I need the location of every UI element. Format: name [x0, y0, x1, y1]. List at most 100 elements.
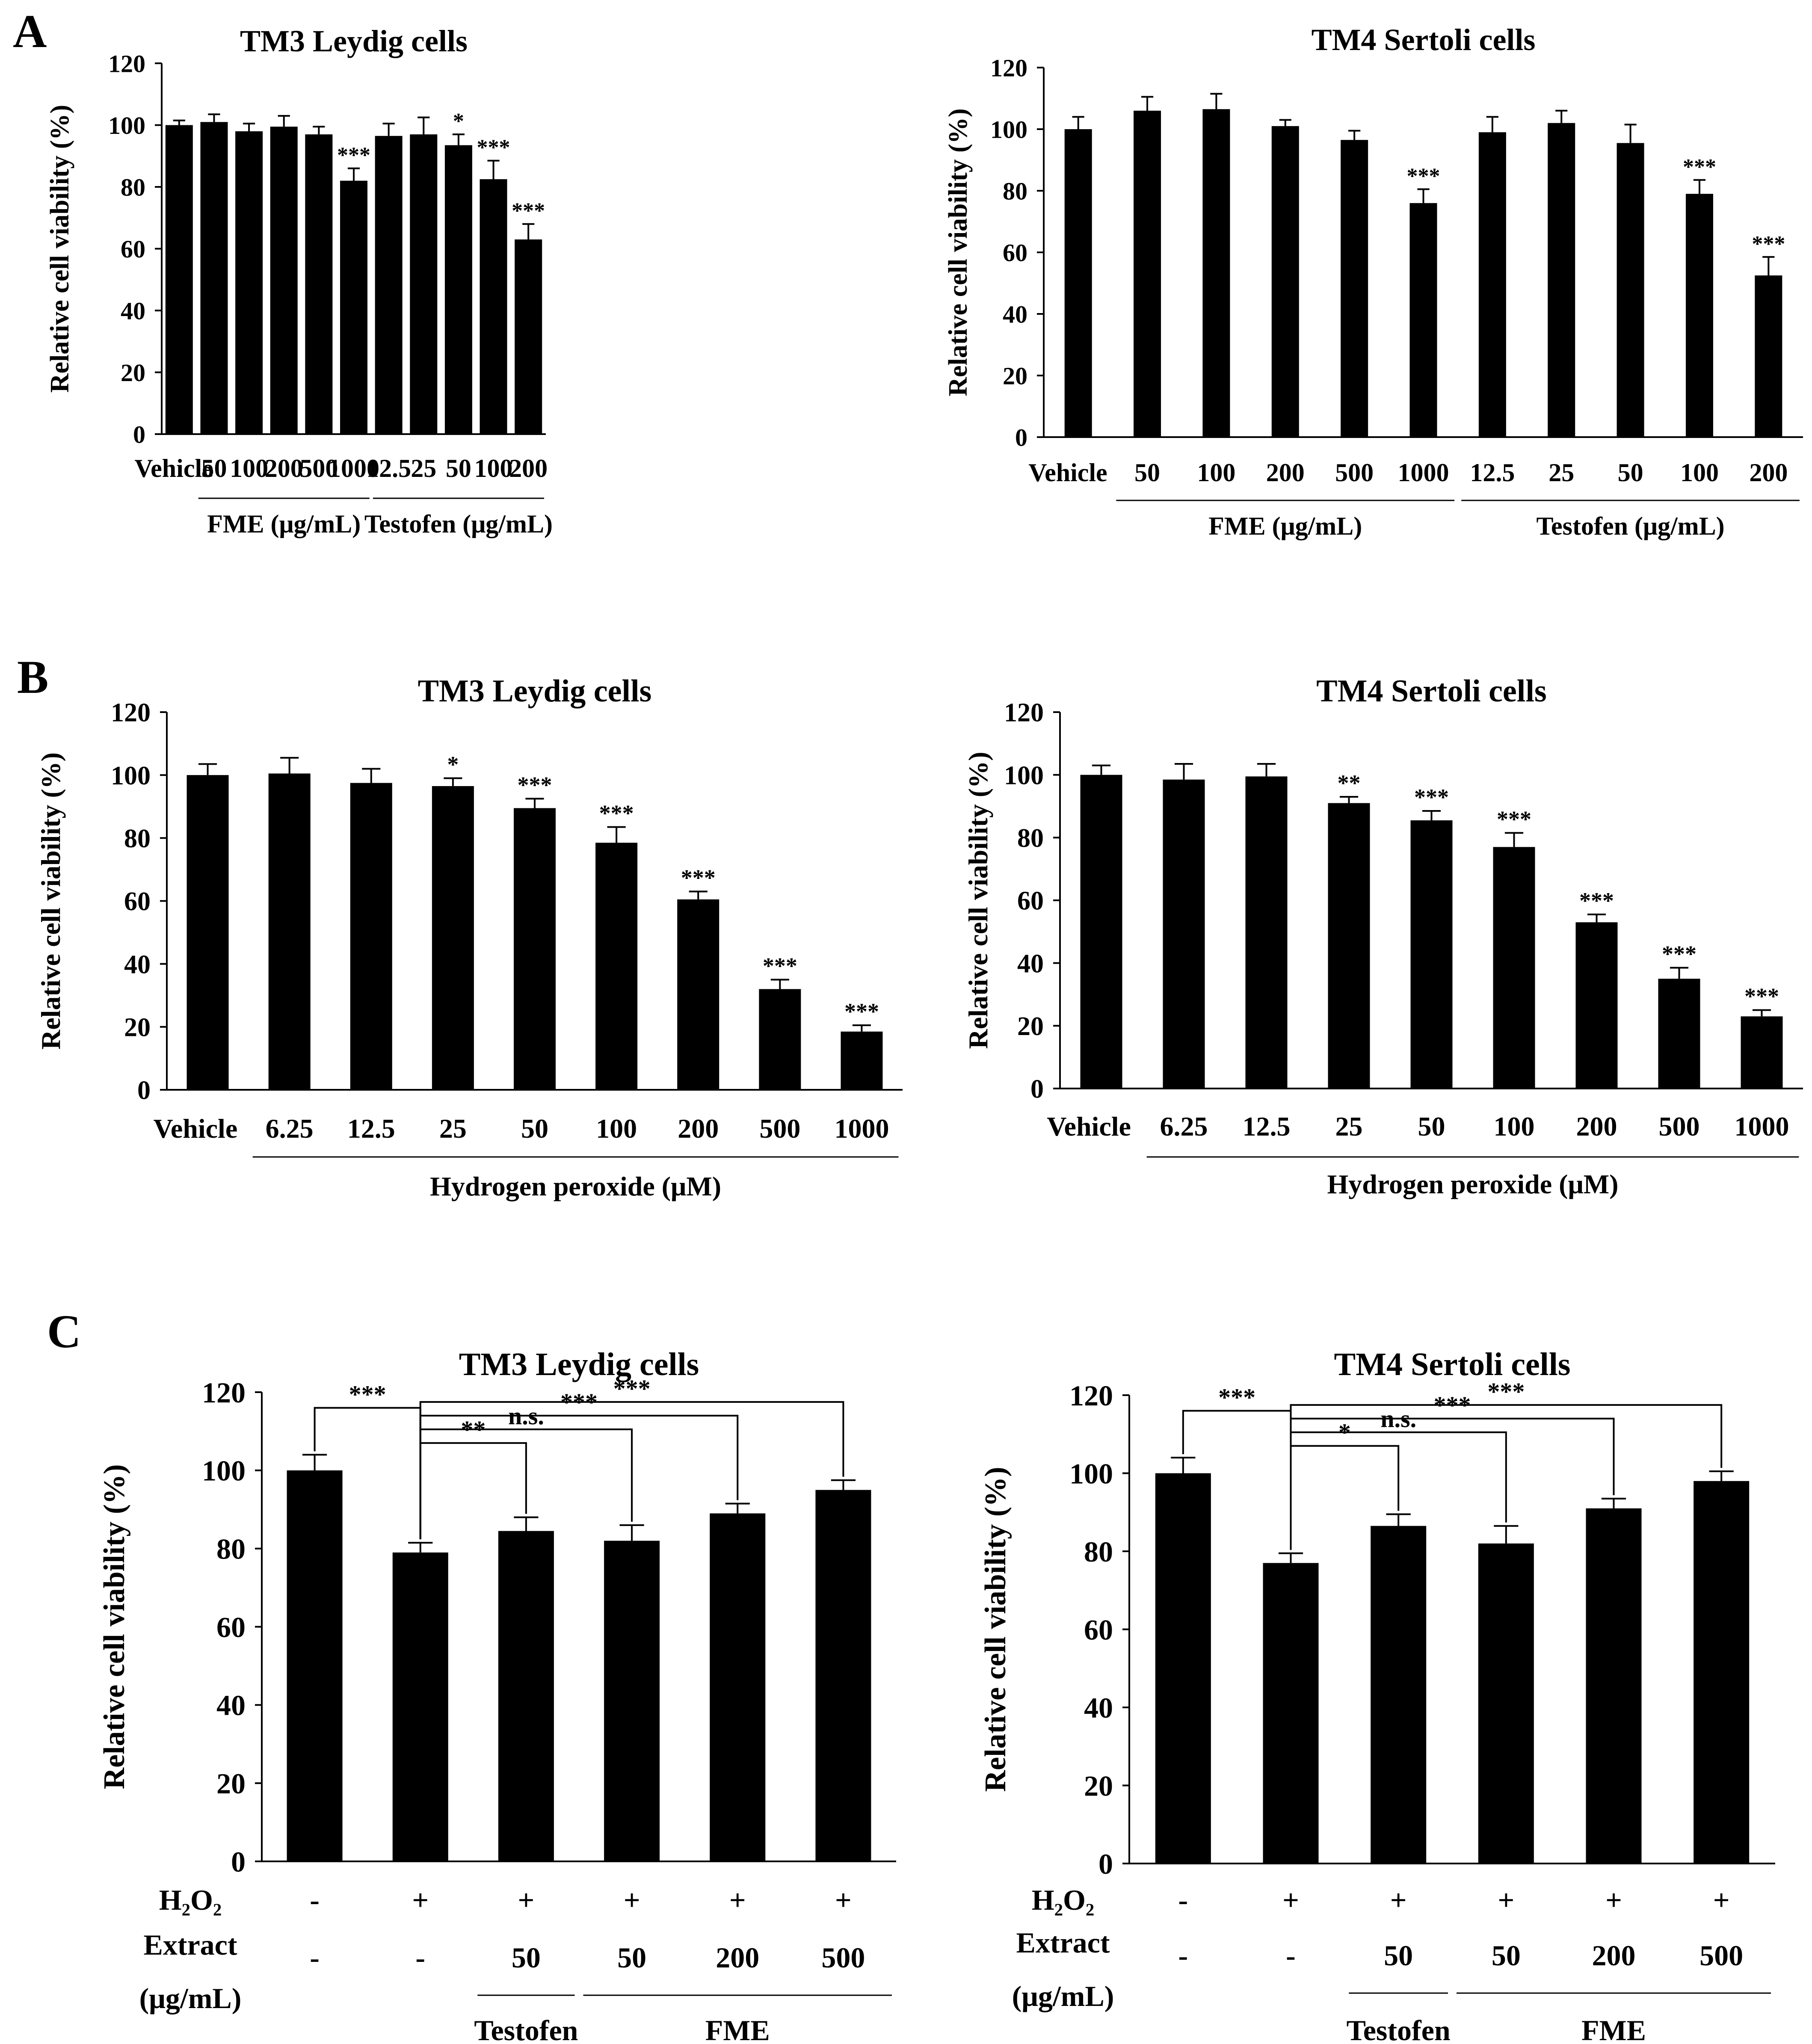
y-tick-label: 40: [216, 1689, 246, 1722]
bar: [1245, 776, 1288, 1089]
bar: [1493, 847, 1535, 1089]
significance-label: ***: [763, 953, 797, 979]
bar: [1202, 109, 1230, 437]
y-tick-label: 100: [1069, 1457, 1113, 1490]
chart-C-right: TM4 Sertoli cells Relative cell viability…: [979, 1346, 1775, 2044]
bar: [1080, 775, 1122, 1089]
treatment-row-label: H₂O₂: [159, 1884, 222, 1916]
x-tick-label: 500: [1335, 458, 1374, 487]
comparison-bracket: [419, 1401, 844, 1539]
group-label: FME (μg/mL): [1208, 512, 1362, 540]
y-tick-label: 60: [1017, 887, 1044, 916]
y-tick-label: 20: [216, 1767, 246, 1800]
treatment-row-label: (μg/mL): [1012, 1980, 1114, 2012]
bar: [604, 1541, 660, 1861]
y-tick-label: 120: [108, 50, 145, 77]
y-tick-label: 0: [133, 420, 145, 448]
significance-label: ***: [1683, 155, 1716, 179]
y-tick-label: 40: [121, 297, 145, 325]
treatment-value: +: [1498, 1884, 1514, 1916]
bar: [1694, 1481, 1750, 1864]
treatment-value: 200: [716, 1941, 759, 1974]
treatment-value: +: [624, 1884, 640, 1916]
bar: [1409, 203, 1437, 437]
x-tick-label: 50: [521, 1113, 548, 1144]
significance-label: ***: [1662, 941, 1697, 967]
bar: [1685, 194, 1713, 437]
group-label: Hydrogen peroxide (μM): [430, 1171, 721, 1201]
y-tick-label: 80: [124, 824, 151, 853]
treatment-row-label: Extract: [143, 1929, 237, 1961]
y-tick-label: 20: [124, 1013, 151, 1042]
comparison-label: ***: [1487, 1378, 1525, 1405]
x-tick-label: 25: [1548, 458, 1574, 487]
bar: [1371, 1526, 1427, 1864]
chart-title: TM3 Leydig cells: [240, 24, 468, 58]
x-tick-label: 25: [411, 454, 436, 482]
y-tick-label: 40: [1017, 949, 1044, 978]
y-tick-label: 80: [1017, 824, 1044, 853]
y-tick-label: 100: [990, 115, 1027, 143]
y-tick-label: 120: [990, 54, 1027, 82]
x-tick-label: 12.5: [347, 1113, 395, 1144]
treatment-group-label: Testofen: [474, 2014, 578, 2044]
panel-label-c: C: [47, 1305, 81, 1358]
significance-label: ***: [1497, 806, 1531, 832]
y-tick-label: 20: [121, 359, 145, 387]
treatment-group-label: Testofen: [1347, 2014, 1451, 2044]
chart-title: TM3 Leydig cells: [418, 674, 652, 709]
significance-label: ***: [512, 199, 545, 223]
y-tick-label: 0: [231, 1846, 246, 1878]
treatment-value: -: [310, 1941, 320, 1974]
bar: [1575, 922, 1618, 1089]
comparison-bracket: [1290, 1404, 1723, 1550]
x-tick-label: 200: [1266, 458, 1305, 487]
treatment-value: +: [1282, 1884, 1299, 1916]
y-tick-label: 20: [1084, 1769, 1113, 1802]
y-tick-label: 60: [121, 235, 145, 263]
x-tick-label: 6.25: [1160, 1111, 1208, 1142]
treatment-value: 500: [821, 1941, 865, 1974]
group-label: Hydrogen peroxide (μM): [1327, 1169, 1619, 1199]
bar: [1755, 275, 1782, 437]
group-label: FME (μg/mL): [207, 510, 361, 538]
y-tick-label: 100: [111, 761, 151, 790]
bar: [1617, 143, 1644, 437]
x-tick-label: 100: [596, 1113, 637, 1144]
treatment-value: 500: [1699, 1939, 1743, 1972]
y-tick-label: 60: [1003, 239, 1027, 266]
y-tick-label: 120: [111, 698, 151, 728]
bar: [1586, 1508, 1642, 1864]
y-axis-label: Relative cell viability (%): [98, 1464, 131, 1789]
y-tick-label: 100: [202, 1455, 246, 1487]
bar: [187, 775, 229, 1090]
y-tick-label: 0: [1030, 1075, 1044, 1104]
bar: [498, 1531, 554, 1861]
treatment-value: +: [1713, 1884, 1730, 1916]
x-tick-label: 50: [1418, 1111, 1445, 1142]
x-tick-label: 1000: [1398, 458, 1449, 487]
chart-B-right: TM4 Sertoli cells Relative cell viability…: [963, 674, 1803, 1199]
bar: [1741, 1016, 1783, 1089]
bar: [410, 134, 438, 434]
chart-title: TM4 Sertoli cells: [1316, 674, 1546, 709]
significance-label: ***: [518, 772, 552, 798]
comparison-label: ***: [613, 1375, 651, 1402]
bar: [1263, 1563, 1319, 1864]
y-tick-label: 120: [1004, 698, 1044, 728]
bar: [444, 145, 472, 434]
y-tick-label: 40: [1084, 1692, 1113, 1724]
y-axis-label: Relative cell viability (%): [36, 752, 66, 1050]
treatment-row-label: (μg/mL): [139, 1982, 242, 2014]
y-tick-label: 60: [216, 1611, 246, 1643]
bar: [710, 1513, 766, 1861]
chart-C-left: TM3 Leydig cells Relative cell viability …: [98, 1346, 896, 2044]
x-tick-label: 200: [1576, 1111, 1617, 1142]
treatment-value: +: [835, 1884, 852, 1916]
y-tick-label: 40: [1003, 300, 1027, 328]
y-axis-label: Relative cell viability (%): [45, 105, 74, 393]
y-tick-label: 0: [137, 1076, 151, 1105]
x-tick-label: 50: [1134, 458, 1160, 487]
chart-B-left: TM3 Leydig cells Relative cell viability …: [36, 674, 903, 1201]
bar: [235, 131, 263, 434]
